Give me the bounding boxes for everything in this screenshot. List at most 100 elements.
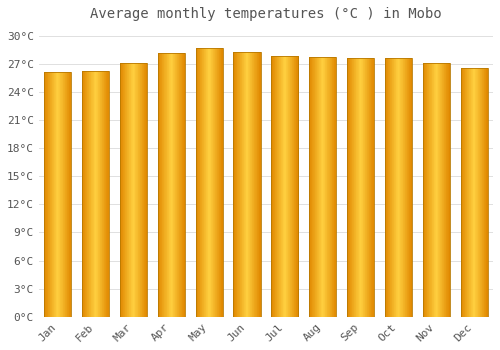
Bar xyxy=(398,58,399,317)
Bar xyxy=(329,57,330,317)
Bar xyxy=(309,57,310,317)
Bar xyxy=(180,52,181,317)
Bar xyxy=(199,48,200,317)
Bar xyxy=(447,63,448,317)
Bar xyxy=(435,63,436,317)
Bar xyxy=(234,51,260,317)
Bar xyxy=(460,69,461,317)
Bar xyxy=(167,52,168,317)
Bar xyxy=(399,58,400,317)
Bar xyxy=(473,69,474,317)
Bar xyxy=(358,58,359,317)
Bar xyxy=(385,58,412,317)
Bar xyxy=(441,63,442,317)
Bar xyxy=(433,63,434,317)
Bar xyxy=(366,58,368,317)
Bar xyxy=(422,63,450,317)
Bar xyxy=(286,56,287,317)
Bar xyxy=(238,51,239,317)
Bar xyxy=(172,52,174,317)
Bar xyxy=(176,52,177,317)
Bar xyxy=(64,72,66,317)
Bar xyxy=(159,52,160,317)
Bar xyxy=(120,63,147,317)
Bar xyxy=(431,63,432,317)
Bar xyxy=(445,63,446,317)
Bar xyxy=(332,57,333,317)
Bar xyxy=(479,69,480,317)
Bar xyxy=(133,63,134,317)
Bar xyxy=(449,63,450,317)
Bar xyxy=(158,52,159,317)
Bar xyxy=(59,72,60,317)
Bar xyxy=(352,58,353,317)
Bar xyxy=(393,58,394,317)
Bar xyxy=(347,58,348,317)
Bar xyxy=(107,71,108,317)
Bar xyxy=(50,72,51,317)
Bar xyxy=(253,51,254,317)
Bar xyxy=(314,57,316,317)
Bar xyxy=(66,72,68,317)
Bar xyxy=(106,71,107,317)
Bar xyxy=(91,71,92,317)
Bar xyxy=(361,58,362,317)
Bar xyxy=(356,58,357,317)
Bar xyxy=(102,71,103,317)
Bar xyxy=(278,56,279,317)
Bar xyxy=(214,48,216,317)
Bar xyxy=(359,58,360,317)
Bar xyxy=(347,58,374,317)
Bar xyxy=(326,57,327,317)
Bar xyxy=(476,69,477,317)
Bar xyxy=(391,58,392,317)
Bar xyxy=(164,52,165,317)
Bar xyxy=(320,57,322,317)
Bar xyxy=(123,63,124,317)
Bar xyxy=(209,48,210,317)
Bar xyxy=(55,72,56,317)
Bar xyxy=(318,57,320,317)
Bar xyxy=(51,72,52,317)
Bar xyxy=(327,57,328,317)
Bar xyxy=(368,58,369,317)
Bar xyxy=(400,58,401,317)
Bar xyxy=(60,72,61,317)
Bar xyxy=(145,63,146,317)
Bar xyxy=(370,58,371,317)
Bar xyxy=(198,48,199,317)
Bar xyxy=(487,69,488,317)
Bar xyxy=(94,71,95,317)
Bar xyxy=(354,58,355,317)
Bar xyxy=(136,63,137,317)
Bar xyxy=(196,48,223,317)
Bar xyxy=(248,51,249,317)
Bar xyxy=(53,72,54,317)
Bar xyxy=(160,52,161,317)
Bar xyxy=(208,48,209,317)
Bar xyxy=(142,63,143,317)
Bar xyxy=(139,63,140,317)
Bar xyxy=(448,63,450,317)
Bar xyxy=(426,63,427,317)
Bar xyxy=(395,58,396,317)
Bar xyxy=(405,58,406,317)
Bar xyxy=(443,63,444,317)
Bar xyxy=(310,57,311,317)
Bar xyxy=(137,63,138,317)
Bar xyxy=(61,72,62,317)
Bar xyxy=(442,63,443,317)
Bar xyxy=(404,58,406,317)
Bar xyxy=(234,51,236,317)
Bar xyxy=(138,63,139,317)
Bar xyxy=(143,63,144,317)
Bar xyxy=(254,51,255,317)
Bar xyxy=(439,63,440,317)
Bar xyxy=(271,56,298,317)
Bar xyxy=(350,58,351,317)
Bar xyxy=(202,48,203,317)
Bar xyxy=(462,69,464,317)
Bar xyxy=(220,48,222,317)
Bar xyxy=(324,57,325,317)
Bar xyxy=(176,52,178,317)
